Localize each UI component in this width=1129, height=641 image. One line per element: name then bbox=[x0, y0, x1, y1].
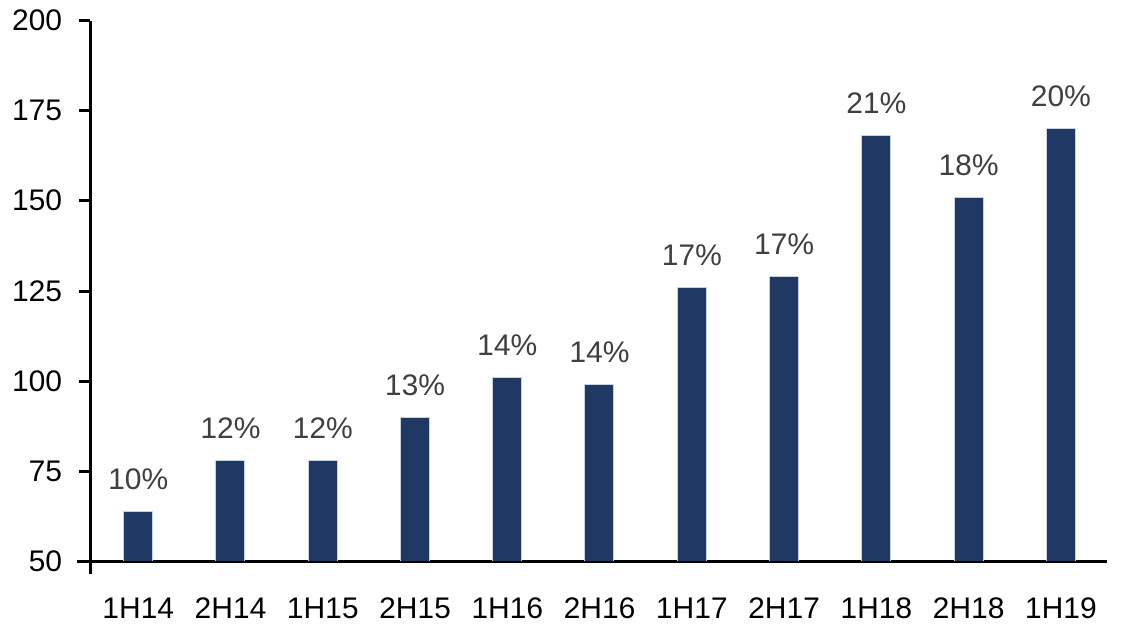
bar-value-label: 20% bbox=[1030, 80, 1091, 114]
x-tick-label-2H15: 2H15 bbox=[379, 592, 451, 625]
x-tick-label-1H15: 1H15 bbox=[286, 592, 359, 625]
y-tick-mark bbox=[79, 379, 90, 383]
bar-slot: 12% bbox=[184, 21, 276, 561]
y-tick-label: 175 bbox=[11, 94, 62, 128]
bar-1H16 bbox=[492, 377, 523, 561]
plot-area: 10% 12% 12% 13% 14% 14% 17% 17% 21% 18% 20% bbox=[92, 21, 1107, 561]
bar-1H19 bbox=[1045, 128, 1076, 561]
y-tick-mark bbox=[79, 19, 90, 22]
bar-value-label: 12% bbox=[292, 412, 353, 446]
y-tick-label: 125 bbox=[11, 274, 62, 308]
x-axis-labels: 1H14 2H14 1H15 2H15 1H16 2H16 1H17 2H17 1H18 2H18… bbox=[92, 592, 1107, 626]
y-tick-label: 100 bbox=[11, 364, 62, 398]
y-tick-mark bbox=[79, 199, 90, 203]
bar-value-label: 12% bbox=[200, 412, 261, 446]
bar-slot: 18% bbox=[922, 21, 1014, 561]
bar-slot: 13% bbox=[369, 21, 461, 561]
x-tick-label-1H17: 1H17 bbox=[655, 592, 728, 625]
y-tick-mark bbox=[79, 469, 90, 473]
x-tick-label-1H16: 1H16 bbox=[471, 592, 544, 625]
bar-2H18 bbox=[953, 196, 984, 561]
bar-2H17 bbox=[768, 276, 799, 561]
x-tick-label-1H14: 1H14 bbox=[102, 592, 174, 625]
y-tick-label: 50 bbox=[28, 545, 62, 578]
y-tick-mark bbox=[79, 109, 90, 113]
bar-value-label: 14% bbox=[569, 336, 630, 370]
bar-2H16 bbox=[584, 384, 615, 561]
bar-1H17 bbox=[676, 286, 707, 561]
bar-value-label: 14% bbox=[477, 329, 538, 363]
bar-value-label: 13% bbox=[384, 368, 445, 402]
bar-slot: 20% bbox=[1015, 21, 1107, 561]
bar-slot: 17% bbox=[738, 21, 830, 561]
y-tick-label: 200 bbox=[11, 4, 62, 37]
x-tick-label-1H19: 1H19 bbox=[1024, 592, 1097, 625]
x-axis-origin-tick bbox=[89, 562, 92, 574]
bar-2H14 bbox=[215, 460, 246, 561]
y-tick-label: 150 bbox=[11, 184, 62, 218]
bar-value-label: 18% bbox=[938, 148, 999, 182]
bar-1H15 bbox=[307, 460, 338, 561]
y-tick-mark bbox=[79, 289, 90, 293]
x-axis-line bbox=[77, 560, 1107, 563]
bar-slot: 10% bbox=[92, 21, 184, 561]
bar-1H18 bbox=[861, 135, 892, 561]
bar-slot: 12% bbox=[277, 21, 369, 561]
x-tick-label-2H16: 2H16 bbox=[563, 592, 636, 625]
y-axis-line bbox=[89, 21, 92, 562]
x-tick-label-1H18: 1H18 bbox=[840, 592, 913, 625]
bar-slot: 21% bbox=[830, 21, 922, 561]
bar-value-label: 21% bbox=[846, 87, 907, 121]
bar-slot: 14% bbox=[553, 21, 645, 561]
bar-value-label: 17% bbox=[661, 238, 722, 272]
bar-value-label: 17% bbox=[753, 228, 815, 262]
x-tick-label-2H17: 2H17 bbox=[748, 592, 820, 625]
bar-1H14 bbox=[123, 510, 154, 561]
bar-slot: 17% bbox=[646, 21, 738, 561]
bar-2H15 bbox=[399, 416, 430, 561]
y-tick-label: 75 bbox=[28, 454, 62, 488]
bar-slot: 14% bbox=[461, 21, 553, 561]
bar-value-label: 10% bbox=[108, 462, 169, 496]
x-tick-label-2H18: 2H18 bbox=[932, 592, 1005, 625]
x-tick-label-2H14: 2H14 bbox=[194, 592, 267, 625]
